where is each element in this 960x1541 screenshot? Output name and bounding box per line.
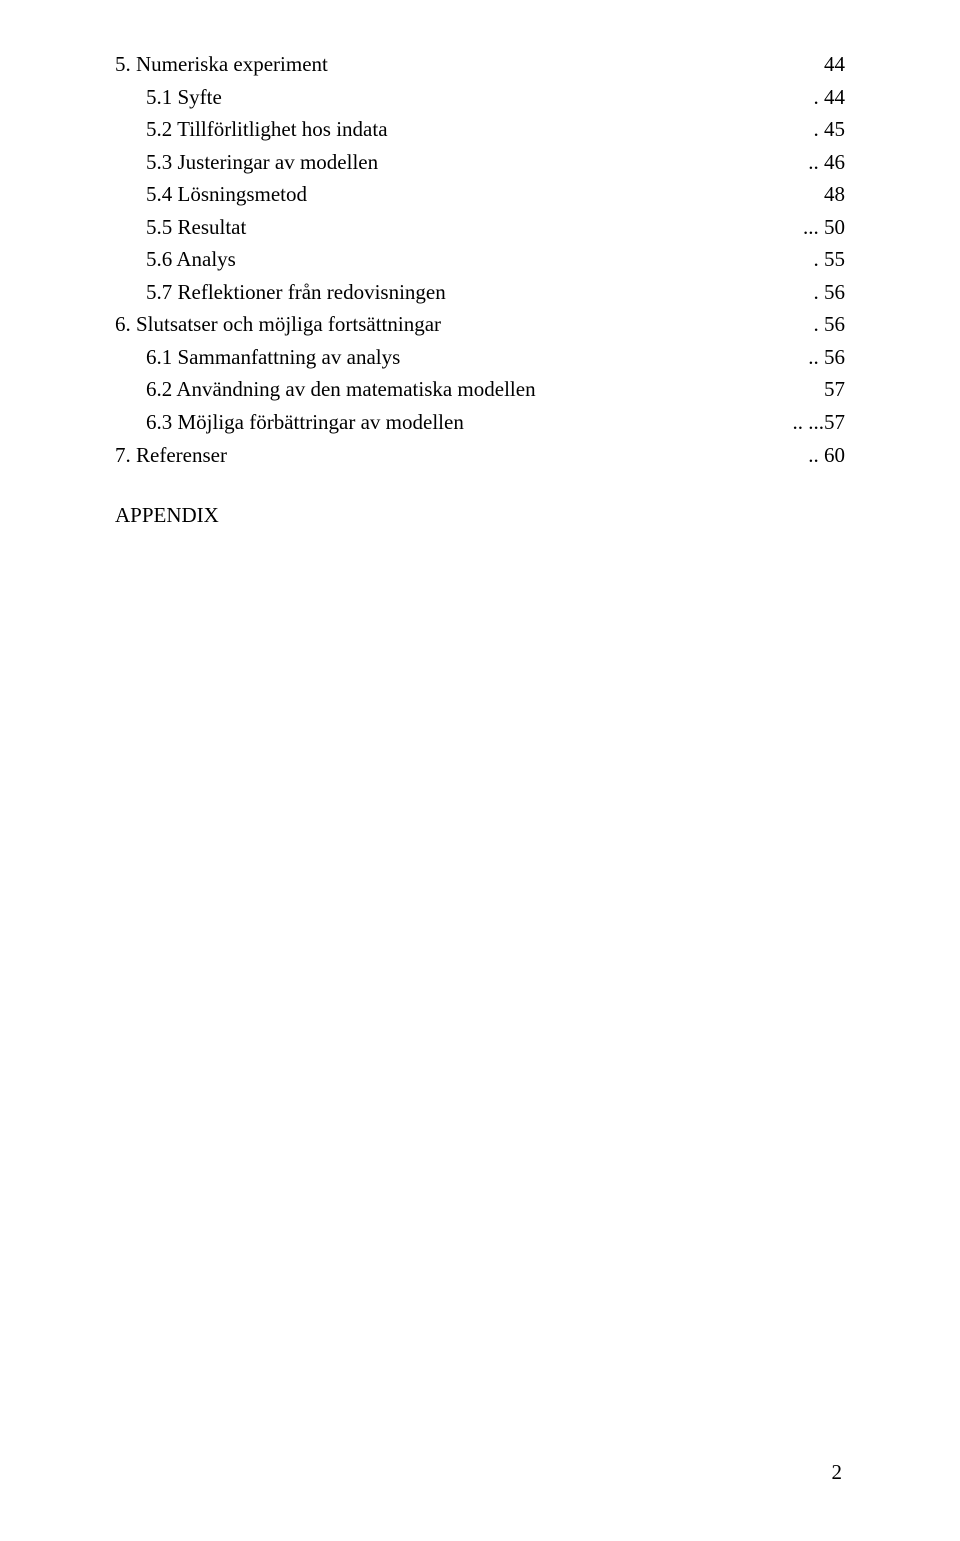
toc-label: 5.2 Tillförlitlighet hos indata <box>146 113 388 146</box>
toc-page: . 44 <box>814 81 846 114</box>
toc-page: . 55 <box>814 243 846 276</box>
toc-label: 6.3 Möjliga förbättringar av modellen <box>146 406 464 439</box>
toc-page: 44 <box>824 48 845 81</box>
toc-line: 5.7 Reflektioner från redovisningen . 56 <box>115 276 845 309</box>
toc-line: 6.3 Möjliga förbättringar av modellen .. … <box>115 406 845 439</box>
document-page: 5. Numeriska experiment 445.1 Syfte. 445… <box>0 0 960 1541</box>
toc-line: 6.1 Sammanfattning av analys .. 56 <box>115 341 845 374</box>
toc-label: 6.2 Användning av den matematiska modell… <box>146 373 536 406</box>
toc-label: 5.7 Reflektioner från redovisningen <box>146 276 446 309</box>
toc-line: 5.3 Justeringar av modellen .. 46 <box>115 146 845 179</box>
toc-label: 5.6 Analys <box>146 243 236 276</box>
page-number: 2 <box>832 1460 843 1485</box>
toc-line: 5.1 Syfte . 44 <box>115 81 845 114</box>
toc-line: 5.2 Tillförlitlighet hos indata . 45 <box>115 113 845 146</box>
toc-page: . 56 <box>814 308 846 341</box>
toc-label: 5.3 Justeringar av modellen <box>146 146 378 179</box>
toc-page: .. 46 <box>808 146 845 179</box>
toc-page: ... 50 <box>803 211 845 244</box>
toc-page: .. 56 <box>808 341 845 374</box>
toc-label: 7. Referenser <box>115 439 227 472</box>
toc-line: 5. Numeriska experiment 44 <box>115 48 845 81</box>
appendix-heading: APPENDIX <box>115 503 845 528</box>
toc-label: 5. Numeriska experiment <box>115 48 328 81</box>
table-of-contents: 5. Numeriska experiment 445.1 Syfte. 445… <box>115 48 845 471</box>
toc-line: 7. Referenser .. 60 <box>115 439 845 472</box>
toc-page: 48 <box>824 178 845 211</box>
toc-label: 6.1 Sammanfattning av analys <box>146 341 400 374</box>
toc-line: 5.5 Resultat ... 50 <box>115 211 845 244</box>
toc-label: 5.1 Syfte <box>146 81 222 114</box>
toc-line: 5.6 Analys . 55 <box>115 243 845 276</box>
toc-page: 57 <box>824 373 845 406</box>
toc-page: .. ...57 <box>793 406 846 439</box>
toc-line: 6. Slutsatser och möjliga fortsättningar… <box>115 308 845 341</box>
toc-line: 6.2 Användning av den matematiska modell… <box>115 373 845 406</box>
toc-label: 5.5 Resultat <box>146 211 246 244</box>
toc-page: .. 60 <box>808 439 845 472</box>
toc-label: 5.4 Lösningsmetod <box>146 178 307 211</box>
toc-page: . 45 <box>814 113 846 146</box>
toc-label: 6. Slutsatser och möjliga fortsättningar <box>115 308 441 341</box>
toc-page: . 56 <box>814 276 846 309</box>
toc-line: 5.4 Lösningsmetod 48 <box>115 178 845 211</box>
